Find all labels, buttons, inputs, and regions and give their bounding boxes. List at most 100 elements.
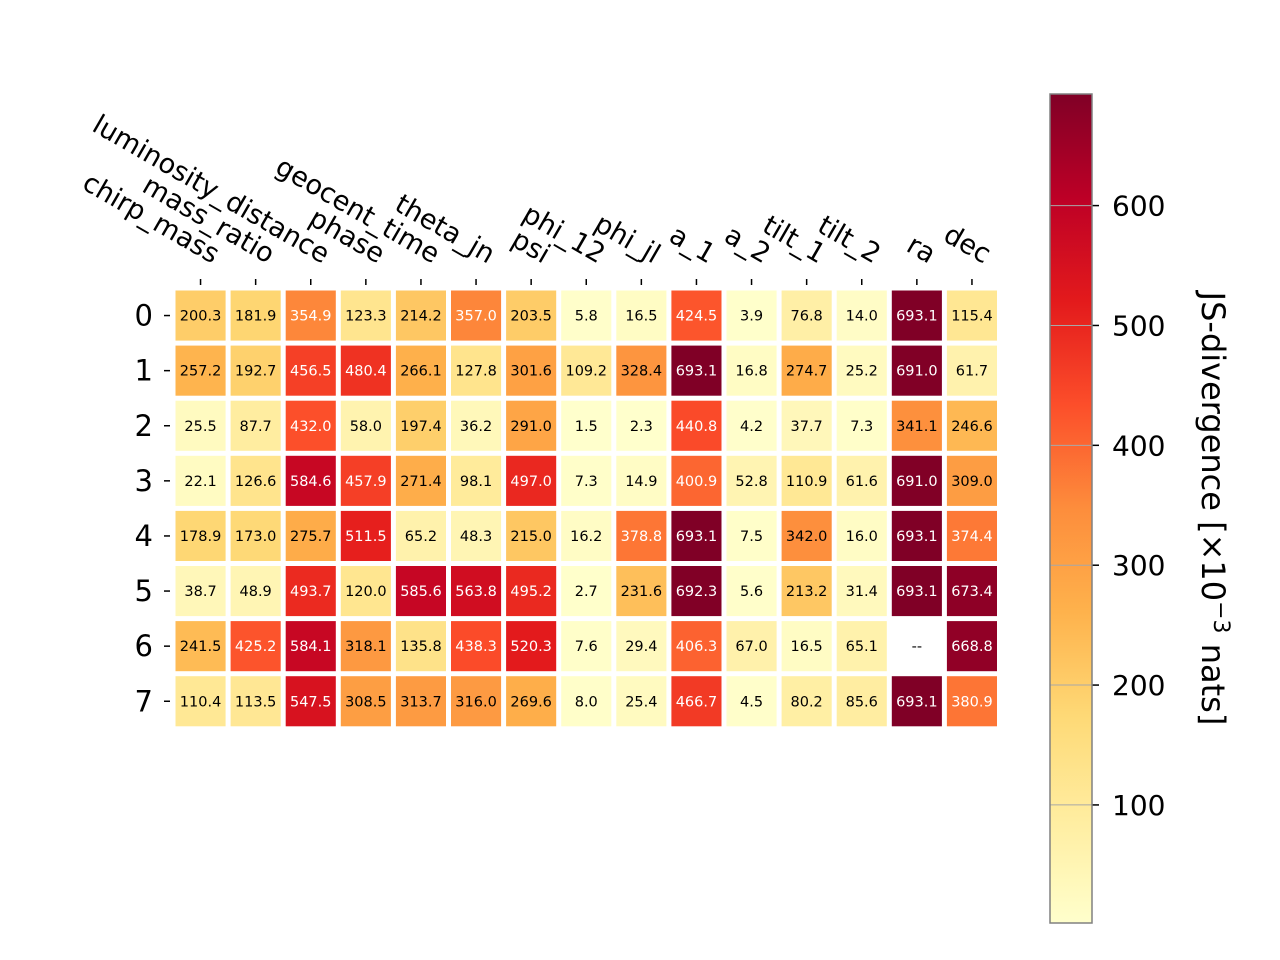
cell-value-label: 126.6 xyxy=(235,474,277,490)
colorbar: 100 200 300 400 500 600 JS-divergence [×10−3 n… xyxy=(1049,93,1233,924)
heatmap-cell xyxy=(561,566,612,617)
cell-value-label: 457.9 xyxy=(345,474,387,490)
cell-value-label: 493.7 xyxy=(290,584,332,600)
cell-value-label: 109.2 xyxy=(565,364,607,380)
heatmap-cell xyxy=(561,400,612,451)
cell-value-label: 16.0 xyxy=(846,529,878,545)
heatmap-cell xyxy=(671,345,722,396)
cell-value-label: 241.5 xyxy=(180,639,222,655)
heatmap-cell xyxy=(395,290,446,341)
heatmap-cell xyxy=(340,290,391,341)
heatmap-cell xyxy=(285,566,336,617)
heatmap-cell xyxy=(175,455,226,506)
colorbar-tick-label: 200 xyxy=(1112,669,1165,702)
cell-value-label: 585.6 xyxy=(400,584,442,600)
cell-value-label: 328.4 xyxy=(621,364,663,380)
heatmap-cell xyxy=(230,400,281,451)
heatmap-cell xyxy=(451,510,502,561)
heatmap-cell xyxy=(175,676,226,727)
heatmap-cell xyxy=(451,345,502,396)
cell-value-label: 1.5 xyxy=(575,419,598,435)
heatmap-cell xyxy=(836,621,887,672)
heatmap-cell xyxy=(285,400,336,451)
heatmap-cell xyxy=(836,676,887,727)
cell-value-label: 85.6 xyxy=(846,694,878,710)
cell-value-label: 357.0 xyxy=(455,309,497,325)
heatmap-cell xyxy=(395,510,446,561)
heatmap-cell xyxy=(836,566,887,617)
cell-value-label: 246.6 xyxy=(951,419,993,435)
heatmap-cell xyxy=(891,566,942,617)
cell-value-label: 266.1 xyxy=(400,364,442,380)
heatmap-cell xyxy=(175,510,226,561)
heatmap-cell xyxy=(946,400,997,451)
heatmap-cell xyxy=(395,455,446,506)
heatmap-cell xyxy=(340,400,391,451)
cell-value-label: 16.5 xyxy=(791,639,823,655)
cell-value-label: 274.7 xyxy=(786,364,828,380)
row-tick-label: 5 xyxy=(135,574,153,608)
heatmap-cell xyxy=(781,400,832,451)
heatmap-cell xyxy=(506,290,557,341)
heatmap-cell xyxy=(175,566,226,617)
cell-value-label: 52.8 xyxy=(735,474,767,490)
heatmap-cell xyxy=(671,510,722,561)
heatmap-cell xyxy=(946,290,997,341)
cell-value-label: 480.4 xyxy=(345,364,387,380)
heatmap-cell xyxy=(946,621,997,672)
row-tick-label: 6 xyxy=(135,629,153,663)
heatmap-cell xyxy=(340,621,391,672)
cell-value-label: 495.2 xyxy=(510,584,552,600)
cell-value-label: 313.7 xyxy=(400,694,442,710)
heatmap-cell xyxy=(836,455,887,506)
heatmap-cell xyxy=(671,676,722,727)
heatmap-cell xyxy=(395,676,446,727)
heatmap-cell xyxy=(506,455,557,506)
cell-value-label: 8.0 xyxy=(575,694,598,710)
heatmap-cell xyxy=(285,290,336,341)
colorbar-tick-label: 400 xyxy=(1112,429,1165,462)
cell-value-label: 31.4 xyxy=(846,584,878,600)
column-tick-label: dec xyxy=(938,219,996,270)
heatmap-cell xyxy=(726,510,777,561)
heatmap-cell xyxy=(946,566,997,617)
row-ticks: 0 1 2 3 4 5 6 7 xyxy=(135,299,170,718)
cell-value-label: 22.1 xyxy=(184,474,216,490)
cell-value-label: 456.5 xyxy=(290,364,332,380)
row-tick-label: 2 xyxy=(135,409,153,443)
heatmap-cell xyxy=(285,510,336,561)
cell-value-label: 584.6 xyxy=(290,474,332,490)
cell-value-label: 257.2 xyxy=(180,364,222,380)
cell-value-label: 4.5 xyxy=(740,694,763,710)
heatmap-cell xyxy=(395,400,446,451)
cell-value-label: 123.3 xyxy=(345,309,387,325)
cell-value-label: 7.3 xyxy=(850,419,873,435)
cell-value-label: 520.3 xyxy=(510,639,552,655)
heatmap-cell xyxy=(506,400,557,451)
heatmap-cell xyxy=(451,566,502,617)
heatmap-cell xyxy=(561,455,612,506)
cell-value-label: 98.1 xyxy=(460,474,492,490)
row-tick-label: 4 xyxy=(135,519,153,553)
cell-value-label: 16.2 xyxy=(570,529,602,545)
cell-value-label: 29.4 xyxy=(625,639,657,655)
heatmap-cell xyxy=(561,676,612,727)
cell-value-label: 135.8 xyxy=(400,639,442,655)
heatmap-cell xyxy=(561,510,612,561)
heatmap-cell xyxy=(726,290,777,341)
heatmap-cell xyxy=(946,345,997,396)
cell-value-label: 271.4 xyxy=(400,474,442,490)
cell-value-label: 440.8 xyxy=(676,419,718,435)
heatmap-cell xyxy=(616,400,667,451)
heatmap-cell xyxy=(726,345,777,396)
cell-value-label: 673.4 xyxy=(951,584,993,600)
heatmap-cell xyxy=(451,290,502,341)
cell-value-label: 692.3 xyxy=(676,584,718,600)
heatmap-cell xyxy=(836,510,887,561)
cell-value-label: 693.1 xyxy=(896,309,938,325)
heatmap-cell xyxy=(175,400,226,451)
cell-value-label: 65.2 xyxy=(405,529,437,545)
heatmap-cell xyxy=(506,676,557,727)
cell-value-label: 425.2 xyxy=(235,639,277,655)
